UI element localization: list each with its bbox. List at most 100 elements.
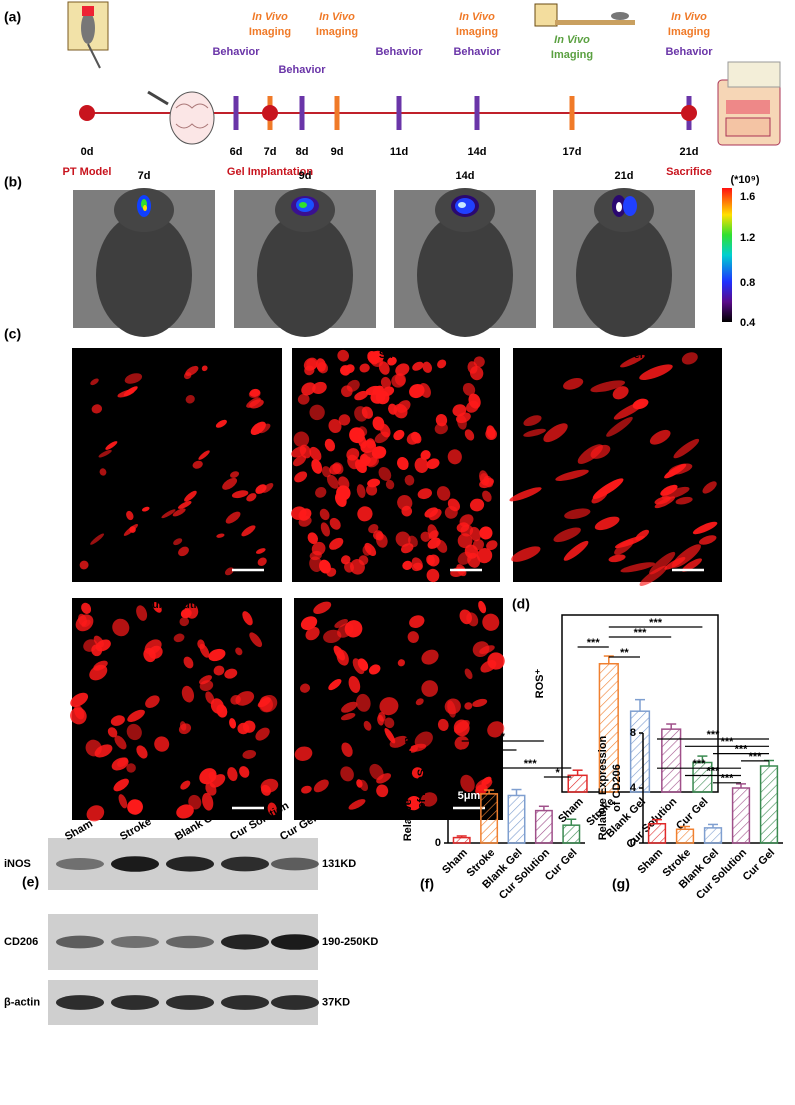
event-label: Behavior <box>375 46 423 58</box>
y-axis-label: ROS⁺ <box>534 668 546 698</box>
cell <box>421 680 439 697</box>
cell <box>457 414 467 430</box>
band <box>271 857 319 871</box>
cell <box>356 693 371 712</box>
cell <box>341 742 353 757</box>
cell <box>428 530 439 540</box>
cell <box>323 629 342 644</box>
cell <box>681 352 698 365</box>
cell <box>402 560 413 571</box>
x-tick-label: Cur Gel <box>674 796 711 833</box>
cell <box>404 474 415 486</box>
image-title: 7d <box>138 170 151 182</box>
cell <box>365 438 376 449</box>
cell <box>362 545 372 556</box>
panel-label: (f) <box>420 876 434 892</box>
cell <box>472 641 490 657</box>
event-label: Behavior <box>453 46 501 58</box>
cell <box>608 554 626 563</box>
cell <box>70 692 89 707</box>
bar <box>452 836 471 844</box>
micrograph-title: Stroke <box>379 349 413 361</box>
cell <box>426 568 440 583</box>
cell <box>333 645 346 661</box>
cell <box>702 481 717 494</box>
cell <box>348 799 366 810</box>
cell <box>635 529 650 541</box>
timeline-tick <box>233 96 239 130</box>
cell <box>161 509 176 519</box>
panel-label: (a) <box>4 9 21 25</box>
cell <box>188 794 202 810</box>
cell <box>612 386 629 400</box>
brain-slices-icon <box>717 61 781 146</box>
cell <box>414 731 433 748</box>
cell <box>469 498 485 512</box>
band <box>111 995 159 1010</box>
mouse-body <box>417 213 513 337</box>
signal <box>458 202 466 208</box>
cell <box>178 723 192 735</box>
cell <box>411 767 424 779</box>
cell <box>368 664 381 675</box>
cell <box>649 551 676 575</box>
micrograph-title: Blank Gel <box>592 349 643 361</box>
cell <box>230 471 240 478</box>
cell <box>242 749 257 759</box>
event-note: Sacrifice <box>666 166 712 178</box>
cell <box>250 421 266 436</box>
panel-label: (e) <box>22 874 39 890</box>
y-tick-label: 10 <box>429 783 441 795</box>
cell <box>328 678 342 691</box>
significance-label: *** <box>721 773 735 785</box>
event-label: Behavior <box>278 64 326 76</box>
size-label: 190-250KD <box>322 936 378 948</box>
cell <box>481 776 492 786</box>
cell <box>368 524 379 534</box>
bar <box>759 765 779 844</box>
cell <box>417 488 432 500</box>
micrograph-title: Cur Gel <box>379 599 419 611</box>
timeline-tick <box>299 96 305 130</box>
cell <box>668 463 693 475</box>
cell <box>415 698 424 706</box>
cell <box>294 746 313 761</box>
cell <box>129 526 136 533</box>
cell <box>411 557 423 571</box>
cell <box>376 533 388 548</box>
cell <box>675 496 693 505</box>
cell <box>577 444 603 464</box>
mouse-body <box>96 213 192 337</box>
cell <box>339 365 351 376</box>
cell <box>464 702 473 710</box>
cell <box>176 804 194 819</box>
day-label: 17d <box>563 146 582 158</box>
cell <box>112 618 130 637</box>
cell <box>201 365 208 372</box>
day-label: 0d <box>81 146 94 158</box>
y-axis-label: of CD206 <box>611 764 623 812</box>
y-tick-label: 0 <box>630 837 636 849</box>
cell <box>291 506 307 520</box>
cell <box>395 531 411 547</box>
cell <box>315 487 327 498</box>
event-label: Imaging <box>249 26 291 38</box>
panel-label: (g) <box>612 876 630 892</box>
cell <box>384 717 395 729</box>
cell <box>293 431 310 448</box>
cell <box>475 784 488 796</box>
image-title: 21d <box>615 170 634 182</box>
cell <box>141 506 150 512</box>
cell <box>229 718 237 729</box>
bar <box>534 809 553 844</box>
cell <box>208 771 217 781</box>
y-axis-label: Relative Expression <box>597 735 609 840</box>
cell <box>340 712 356 721</box>
image-title: 9d <box>299 170 312 182</box>
cell <box>354 406 368 422</box>
cell <box>378 712 386 722</box>
cell <box>307 532 318 545</box>
cell <box>509 487 542 502</box>
cell <box>348 676 361 693</box>
